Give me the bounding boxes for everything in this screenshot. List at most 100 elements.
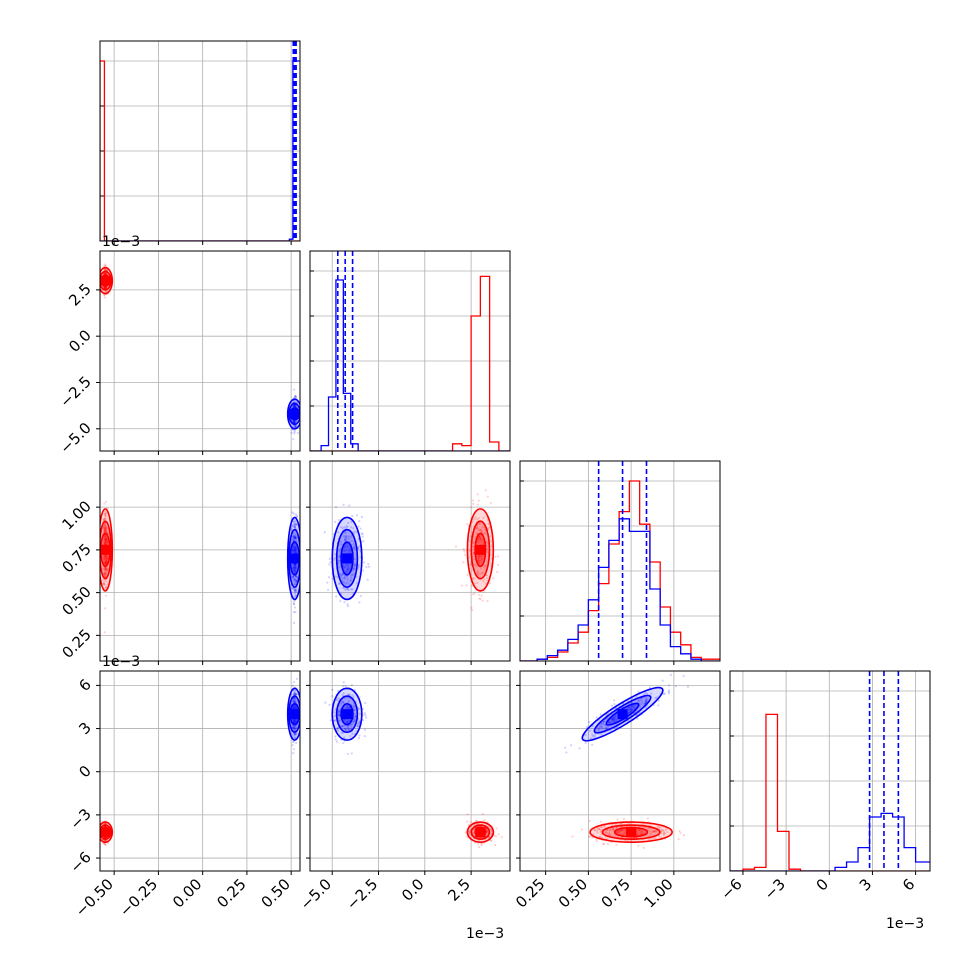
x-tick-label: 6 (899, 875, 918, 894)
sample-point (477, 557, 480, 560)
sample-point (480, 594, 483, 597)
sample-point (619, 829, 622, 832)
sample-point (105, 560, 108, 563)
sample-point (292, 705, 295, 709)
x-tick-label: 1.00 (640, 875, 676, 911)
sample-point (292, 741, 295, 744)
sample-point (637, 844, 640, 847)
sample-point (653, 830, 656, 834)
sample-point (293, 705, 296, 708)
sample-point (337, 710, 340, 714)
sample-point (106, 557, 109, 560)
histogram-step (310, 275, 510, 451)
sample-point (345, 706, 349, 710)
sample-point (479, 597, 482, 600)
sample-point (103, 518, 106, 521)
sample-point (292, 537, 295, 540)
sample-point (293, 405, 296, 408)
sample-point (682, 674, 685, 678)
sample-point (589, 737, 593, 740)
sample-point (338, 710, 341, 713)
sample-point (292, 580, 295, 583)
sample-point (293, 735, 296, 738)
sample-point (293, 718, 296, 722)
sample-point (593, 829, 597, 832)
sample-point (293, 404, 297, 407)
sample-point (481, 571, 484, 574)
sample-point (293, 589, 297, 592)
grid-lines (100, 251, 300, 451)
sample-point (590, 743, 594, 746)
sample-point (348, 706, 351, 709)
sample-point (472, 542, 475, 545)
sample-point (604, 831, 607, 834)
sample-point (295, 580, 298, 583)
sample-point (104, 513, 107, 516)
sample-point (294, 526, 297, 529)
sample-point (629, 707, 632, 711)
sample-point (356, 724, 359, 728)
sample-point (598, 827, 601, 831)
sample-point (292, 576, 295, 579)
sample-point (666, 831, 669, 834)
sample-point (103, 528, 107, 531)
sample-point (484, 563, 487, 567)
sample-point (486, 600, 489, 603)
sample-point (293, 588, 296, 591)
sample-point (478, 561, 481, 564)
panel-background (520, 461, 720, 661)
sample-point (104, 515, 107, 518)
sample-point (343, 565, 347, 569)
sample-point (364, 701, 367, 705)
panel-background (100, 251, 300, 451)
sample-point (346, 587, 349, 590)
sample-point (346, 604, 350, 608)
sample-point (104, 560, 107, 563)
sample-point (343, 545, 346, 549)
sample-point (580, 828, 584, 831)
sample-point (293, 405, 296, 408)
sample-point (476, 571, 479, 574)
histogram-step (520, 518, 720, 661)
sample-point (346, 603, 349, 606)
sample-point (489, 501, 493, 504)
y-tick-label: 0.25 (58, 625, 94, 661)
sample-point (363, 734, 366, 738)
sample-point (332, 558, 335, 561)
sample-point (361, 569, 365, 572)
sample-point (293, 521, 296, 524)
sample-point (103, 562, 107, 565)
sample-point (348, 706, 351, 710)
sample-point (104, 568, 107, 571)
sample-point (477, 558, 480, 562)
sample-point (347, 535, 350, 538)
sample-point (601, 722, 605, 726)
sample-point (292, 566, 295, 569)
panels-layer: −5.0−2.50.02.50.250.500.751.00−6−3036−0.… (56, 40, 931, 920)
sample-point (356, 582, 359, 585)
sample-point (294, 700, 297, 703)
sample-point (294, 537, 297, 540)
sample-point (352, 717, 356, 721)
sample-point (613, 715, 616, 719)
sample-point (352, 702, 355, 705)
sample-point (484, 489, 488, 492)
sample-point (294, 718, 297, 722)
sample-point (103, 502, 106, 505)
sample-point (105, 580, 108, 583)
sample-point (338, 559, 341, 563)
sample-point (495, 827, 498, 830)
sample-point (105, 557, 108, 560)
density-peak (100, 827, 111, 838)
sample-point (294, 575, 298, 578)
sample-point (337, 531, 340, 534)
y-tick-label: 0.50 (58, 583, 94, 619)
sample-point (294, 720, 297, 723)
sample-point (104, 264, 107, 268)
sample-point (612, 718, 615, 721)
y-tick-label: 6 (75, 675, 94, 694)
sample-point (104, 541, 107, 544)
sample-point (338, 710, 341, 713)
sample-point (359, 594, 363, 597)
sample-point (105, 561, 108, 564)
